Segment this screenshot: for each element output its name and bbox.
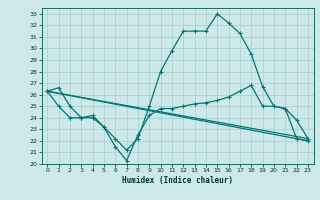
X-axis label: Humidex (Indice chaleur): Humidex (Indice chaleur) — [122, 176, 233, 185]
